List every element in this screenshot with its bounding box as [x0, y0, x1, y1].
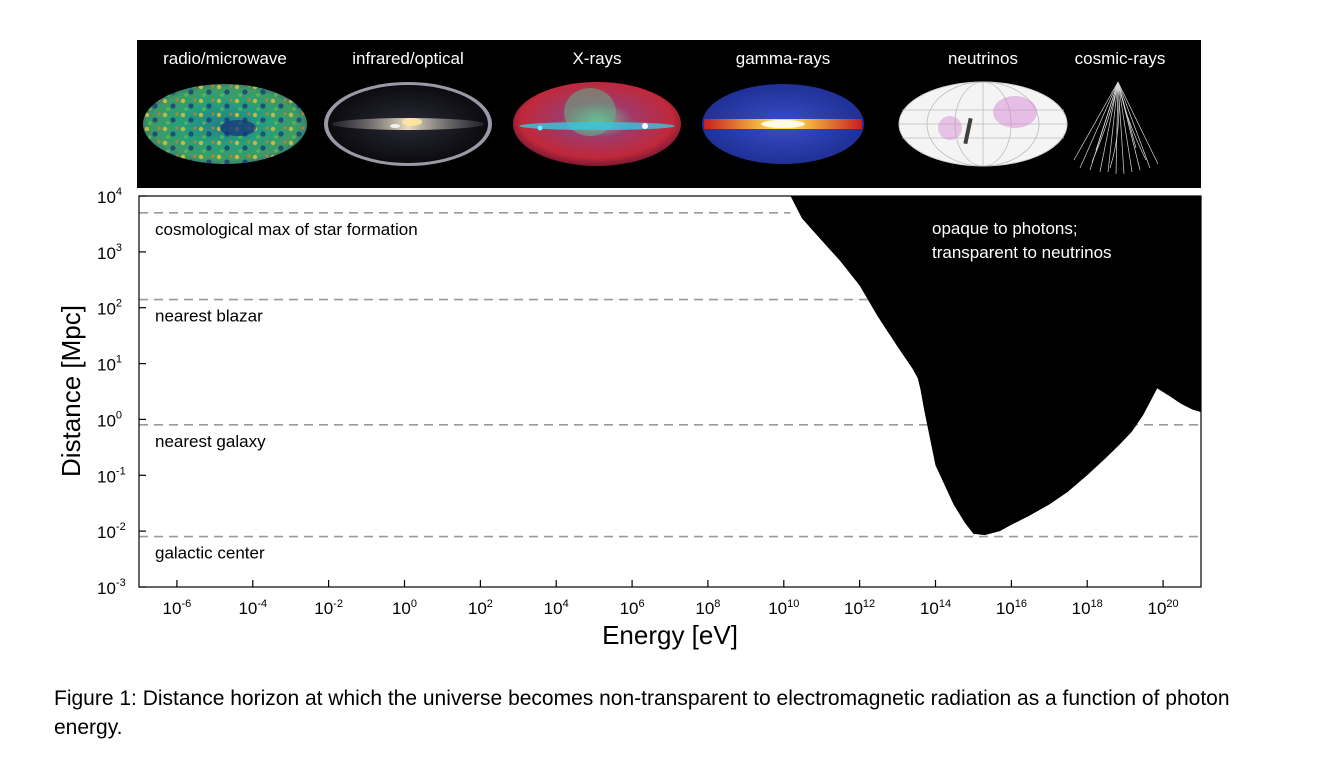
messenger-band-labels: radio/microwave infrared/optical X-rays … — [163, 49, 1165, 68]
reference-line-label-3: galactic center — [155, 544, 265, 563]
opaque-label-line-2: transparent to neutrinos — [932, 243, 1112, 262]
y-tick-label-6: 103 — [97, 242, 122, 263]
band-label-xray: X-rays — [572, 49, 621, 68]
plot-area: 10-6 10-4 10-2 100 102 104 106 108 1010 1012 1014 1… — [56, 186, 1202, 650]
y-tick-label-3: 100 — [97, 409, 122, 430]
milky-way-sky-map-icon — [324, 82, 492, 166]
x-axis-title: Energy [eV] — [602, 620, 738, 650]
y-tick-label-7: 104 — [97, 186, 122, 207]
y-tick-label-0: 10-3 — [97, 577, 126, 598]
x-tick-label-2: 10-2 — [314, 598, 343, 618]
x-tick-label-3: 100 — [392, 598, 417, 618]
cosmic-ray-shower-icon — [1073, 81, 1159, 175]
neutrino-sky-map-icon — [898, 81, 1068, 167]
y-axis-ticks: 10-3 10-2 10-1 100 101 102 103 104 — [97, 186, 146, 598]
x-tick-label-10: 1014 — [920, 598, 951, 618]
y-tick-label-5: 102 — [97, 298, 122, 319]
x-tick-label-6: 106 — [620, 598, 645, 618]
x-tick-label-4: 102 — [468, 598, 493, 618]
opaque-label-line-1: opaque to photons; — [932, 219, 1078, 238]
band-label-cosmic-ray: cosmic-rays — [1075, 49, 1166, 68]
cmb-sky-map-icon — [143, 84, 307, 164]
y-tick-label-1: 10-2 — [97, 521, 126, 542]
band-label-radio: radio/microwave — [163, 49, 287, 68]
horizon-curve — [790, 196, 1201, 536]
band-label-optical: infrared/optical — [352, 49, 464, 68]
y-tick-label-4: 101 — [97, 354, 122, 375]
x-tick-label-12: 1018 — [1072, 598, 1103, 618]
x-tick-label-9: 1012 — [844, 598, 875, 618]
figure-caption: Figure 1: Distance horizon at which the … — [54, 687, 1230, 739]
reference-line-label-0: cosmological max of star formation — [155, 220, 418, 239]
band-label-gamma: gamma-rays — [736, 49, 830, 68]
reference-line-labels: cosmological max of star formation neares… — [155, 220, 418, 563]
y-axis-title: Distance [Mpc] — [56, 305, 86, 477]
x-tick-label-13: 1020 — [1148, 598, 1179, 618]
x-tick-label-11: 1016 — [996, 598, 1027, 618]
y-tick-label-2: 10-1 — [97, 465, 126, 486]
plot-frame — [138, 195, 1202, 588]
x-tick-label-5: 104 — [544, 598, 569, 618]
x-tick-label-8: 1010 — [768, 598, 799, 618]
band-label-neutrino: neutrinos — [948, 49, 1018, 68]
x-tick-label-7: 108 — [695, 598, 720, 618]
reference-line-label-1: nearest blazar — [155, 307, 263, 326]
x-tick-label-0: 10-6 — [163, 598, 192, 618]
reference-line-label-2: nearest galaxy — [155, 432, 266, 451]
gamma-ray-sky-map-icon — [702, 84, 864, 164]
x-tick-label-1: 10-4 — [238, 598, 267, 618]
x-axis-ticks: 10-6 10-4 10-2 100 102 104 106 108 1010 1012 1014 1… — [163, 580, 1179, 618]
xray-sky-map-icon — [513, 82, 681, 166]
